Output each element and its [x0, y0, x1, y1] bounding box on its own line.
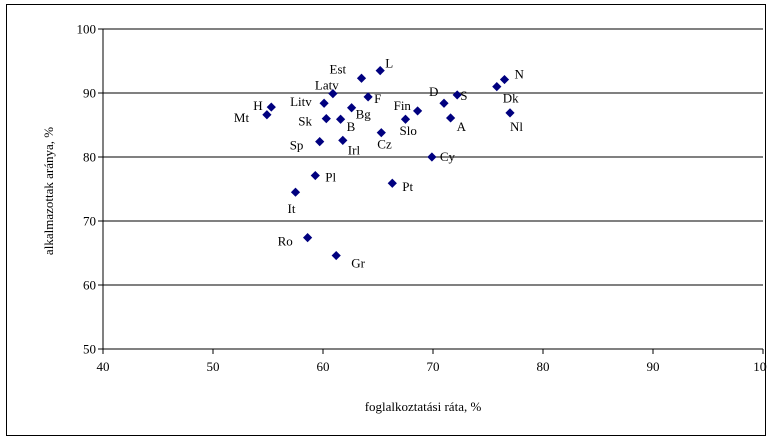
- data-point: [400, 114, 411, 124]
- data-point: [376, 128, 386, 138]
- data-point-label: Dk: [503, 91, 519, 106]
- data-point: [321, 114, 331, 124]
- x-axis-title: foglalkoztatási ráta, %: [365, 399, 482, 414]
- x-tick-label: 70: [427, 359, 440, 374]
- data-point-label: Litv: [290, 94, 312, 109]
- data-point: [387, 178, 397, 188]
- data-point: [413, 106, 423, 116]
- data-point-label: S: [460, 88, 467, 103]
- y-tick-label: 50: [83, 342, 96, 357]
- data-point: [452, 90, 462, 100]
- data-point: [310, 170, 320, 181]
- data-point-label: Est: [330, 61, 347, 76]
- data-point: [331, 250, 341, 261]
- data-point: [319, 98, 329, 108]
- data-point-label: Nl: [510, 119, 523, 134]
- x-tick-label: 60: [317, 359, 330, 374]
- data-point-label: Pl: [325, 170, 336, 185]
- data-point: [338, 135, 348, 145]
- data-point-label: Slo: [400, 123, 417, 138]
- data-point-label: Sp: [290, 138, 304, 153]
- data-point-label: D: [429, 84, 438, 99]
- data-point-label: Fin: [394, 98, 412, 113]
- chart-frame: 5060708090100405060708090100 MtHLitvLatv…: [6, 4, 767, 436]
- data-point-label: B: [347, 119, 356, 134]
- data-point: [290, 187, 301, 197]
- data-point: [499, 74, 510, 85]
- y-tick-label: 100: [77, 22, 97, 37]
- x-tick-label: 40: [97, 359, 110, 374]
- data-point: [363, 92, 373, 102]
- data-point: [347, 103, 357, 113]
- data-point: [439, 98, 449, 108]
- y-tick-label: 70: [83, 214, 96, 229]
- y-tick-label: 90: [83, 86, 96, 101]
- data-point: [505, 108, 515, 118]
- data-point: [303, 233, 313, 243]
- data-point: [492, 82, 502, 92]
- data-point-label: F: [374, 91, 381, 106]
- data-point: [336, 114, 346, 124]
- data-point-label: Bg: [356, 107, 372, 122]
- x-tick-label: 50: [207, 359, 220, 374]
- data-point-label: Sk: [298, 114, 312, 129]
- data-point: [356, 73, 367, 83]
- data-point-label: Latv: [315, 78, 339, 93]
- data-point: [328, 89, 338, 99]
- data-point: [315, 137, 325, 147]
- data-point: [427, 152, 437, 162]
- scatter-chart: 5060708090100405060708090100 MtHLitvLatv…: [41, 22, 767, 415]
- data-point-label: H: [253, 98, 262, 113]
- data-point-label: L: [385, 56, 393, 71]
- data-point-label: Cz: [377, 137, 392, 152]
- data-point-label: Irl: [348, 142, 361, 157]
- data-point: [375, 66, 385, 76]
- x-tick-label: 90: [647, 359, 660, 374]
- y-tick-label: 60: [83, 278, 96, 293]
- data-point: [262, 110, 272, 120]
- data-point-label: Mt: [234, 110, 250, 125]
- data-point-label: N: [515, 67, 525, 82]
- data-point-label: Ro: [278, 234, 293, 249]
- data-point: [266, 102, 276, 112]
- data-point-label: Gr: [351, 256, 365, 271]
- data-point-label: A: [457, 119, 467, 134]
- data-point: [446, 113, 456, 123]
- data-point-label: Cy: [440, 149, 456, 164]
- data-point-label: It: [288, 201, 296, 216]
- x-tick-label: 80: [537, 359, 550, 374]
- y-axis-title: alkalmazottak aránya, %: [41, 127, 56, 255]
- y-tick-label: 80: [83, 150, 96, 165]
- x-tick-label: 100: [753, 359, 767, 374]
- data-point-label: Pt: [402, 179, 413, 194]
